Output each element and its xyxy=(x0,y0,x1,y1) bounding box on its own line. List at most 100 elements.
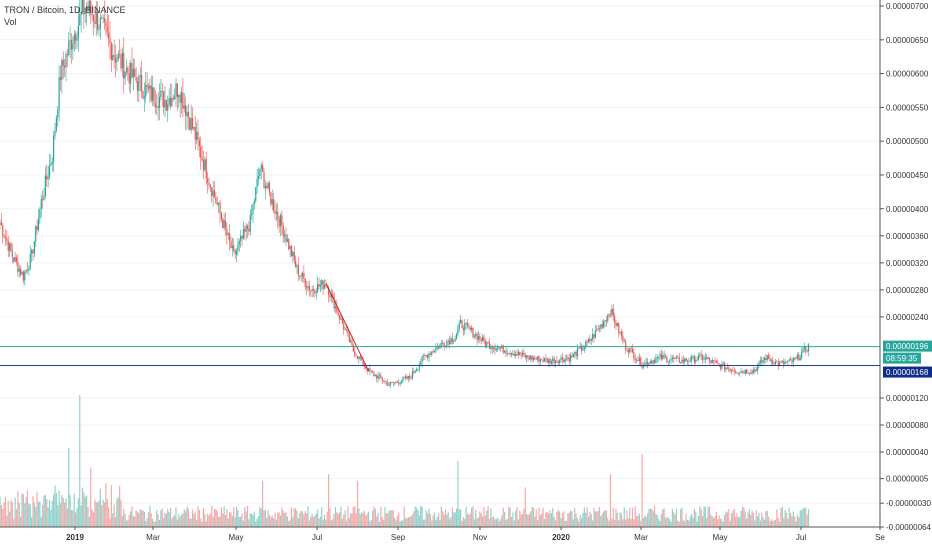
volume-bar xyxy=(696,521,698,527)
candle-body xyxy=(450,338,452,345)
price-tick-label: 0.00000040 xyxy=(886,448,929,457)
candle-body xyxy=(252,204,254,214)
candle-body xyxy=(25,269,27,273)
volume-bar xyxy=(7,500,9,527)
candle-body xyxy=(446,341,448,347)
volume-bar xyxy=(84,496,86,527)
candle-body xyxy=(234,250,236,255)
volume-bar xyxy=(722,521,724,527)
volume-bar xyxy=(473,519,475,527)
candle-body xyxy=(523,352,525,355)
volume-bar xyxy=(802,508,804,527)
volume-bar xyxy=(765,511,767,527)
volume-bar xyxy=(466,513,469,527)
candle-body xyxy=(711,360,713,363)
volume-bar xyxy=(568,512,570,527)
volume-bar xyxy=(222,513,224,527)
volume-bar xyxy=(131,506,133,527)
candle-body xyxy=(689,360,691,362)
candle-body xyxy=(204,159,206,171)
volume-bar xyxy=(774,519,777,527)
volume-bar xyxy=(773,520,775,527)
candle-body xyxy=(803,347,805,349)
candle-body xyxy=(576,348,579,357)
candle-body xyxy=(226,228,228,235)
candle-body xyxy=(508,353,510,355)
candle-body xyxy=(147,86,150,89)
candle-body xyxy=(739,372,741,374)
candle-body xyxy=(449,340,451,345)
volume-bar xyxy=(257,516,260,527)
volume-bar xyxy=(714,516,716,527)
candle-body xyxy=(458,322,460,329)
volume-bar xyxy=(421,506,423,527)
candle-body xyxy=(14,257,16,262)
candle-body xyxy=(721,364,723,369)
candle-body xyxy=(611,308,613,316)
candle-body xyxy=(637,360,639,362)
candle-body xyxy=(136,81,139,91)
volume-bar xyxy=(630,519,632,527)
volume-bar xyxy=(410,515,412,527)
candle-body xyxy=(678,357,680,363)
volume-bar xyxy=(583,507,585,527)
candle-body xyxy=(0,222,2,226)
candle-body xyxy=(86,7,88,9)
volume-bar xyxy=(286,516,288,527)
volume-bar xyxy=(644,515,646,527)
candle-body xyxy=(112,55,114,60)
candle-body xyxy=(64,65,66,68)
candle-body xyxy=(663,355,665,357)
volume-bar xyxy=(300,510,302,527)
candle-body xyxy=(70,40,73,50)
volume-bar xyxy=(737,516,739,527)
volume-bar xyxy=(281,507,283,527)
volume-bar xyxy=(719,518,722,527)
volume-bar xyxy=(627,518,629,527)
volume-bar xyxy=(675,508,678,527)
candle-body xyxy=(337,312,339,316)
candle-body xyxy=(460,320,462,323)
volume-bar xyxy=(234,517,236,527)
volume-bar xyxy=(90,467,92,527)
candle-body xyxy=(796,354,799,358)
candle-body xyxy=(42,199,44,200)
candle-body xyxy=(380,375,382,379)
candle-body xyxy=(457,328,459,335)
volume-bar xyxy=(147,512,150,527)
candle-body xyxy=(697,355,700,360)
candle-body xyxy=(605,320,607,322)
candle-body xyxy=(638,357,640,362)
volume-bar xyxy=(509,507,511,527)
price-tick-label: 0.00000320 xyxy=(886,259,929,268)
volume-bar xyxy=(348,517,350,527)
volume-bar xyxy=(370,519,372,527)
volume-bar xyxy=(187,508,189,527)
candle-body xyxy=(743,372,745,374)
candle-body xyxy=(279,215,282,227)
candle-body xyxy=(75,34,77,41)
candle-body xyxy=(333,296,335,309)
volume-bar xyxy=(363,510,365,527)
volume-bar xyxy=(425,510,427,527)
candle-body xyxy=(801,352,803,359)
volume-bar xyxy=(435,519,437,527)
candle-body xyxy=(527,355,529,358)
trendline[interactable] xyxy=(325,282,369,372)
volume-bar xyxy=(246,505,249,527)
volume-bar xyxy=(0,496,1,527)
volume-bar xyxy=(233,507,235,527)
candle-body xyxy=(629,348,631,353)
volume-bar xyxy=(543,518,546,527)
volume-bar xyxy=(381,517,383,527)
volume-bar xyxy=(197,506,199,527)
price-axis-panel[interactable] xyxy=(880,0,932,550)
volume-bar xyxy=(125,520,128,527)
candle-body xyxy=(752,370,755,373)
volume-bar xyxy=(317,509,319,527)
candle-body xyxy=(744,369,746,374)
candle-body xyxy=(343,323,345,330)
volume-bar xyxy=(440,506,442,527)
